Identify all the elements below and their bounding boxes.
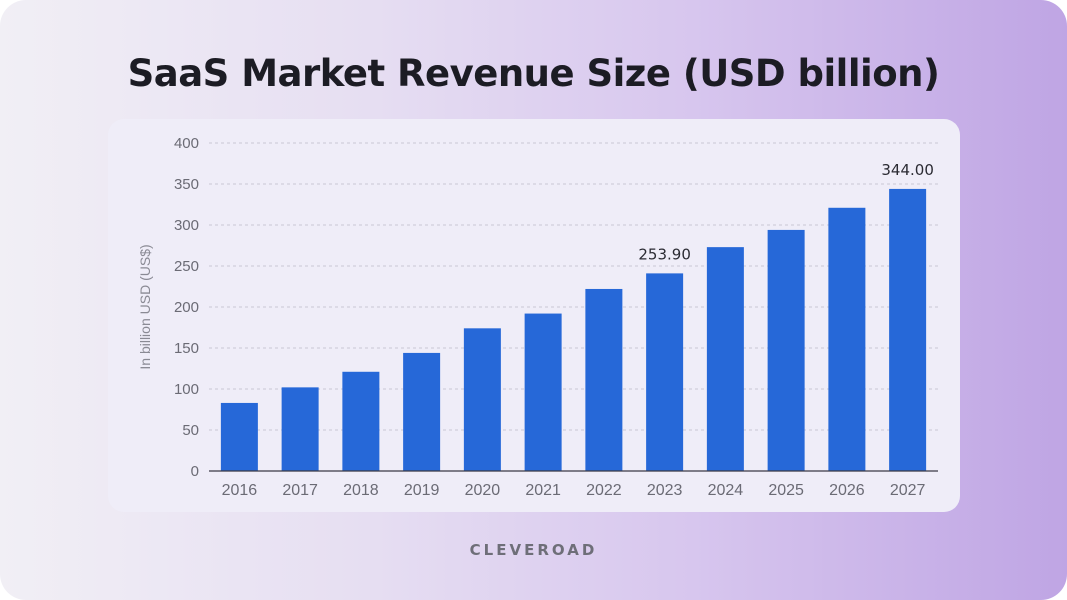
- y-tick-label: 300: [174, 217, 199, 234]
- y-axis-title: In billion USD (US$): [137, 244, 153, 369]
- y-tick-label: 400: [174, 135, 199, 152]
- bar-2018: [342, 371, 380, 471]
- x-tick-label: 2017: [282, 482, 318, 499]
- x-tick-label: 2020: [465, 482, 501, 499]
- brand-logo-text: CLEVEROAD: [469, 541, 598, 559]
- data-label-2027: 344.00: [881, 161, 934, 179]
- bar-2024: [706, 247, 744, 471]
- bar-2022: [585, 288, 623, 471]
- y-tick-label: 50: [182, 422, 199, 439]
- x-tick-label: 2016: [222, 482, 258, 499]
- bar-2023: [646, 273, 684, 471]
- bar-2016: [220, 402, 258, 471]
- bar-2021: [524, 313, 562, 471]
- y-tick-label: 150: [174, 340, 199, 357]
- bar-chart: 0 50 100 150 200 250 300 350 400 2016 2017 2018 2019…: [137, 135, 938, 499]
- x-tick-label: 2027: [890, 482, 926, 499]
- x-tick-label: 2018: [343, 482, 379, 499]
- y-tick-label: 350: [174, 176, 199, 193]
- bar-2020: [463, 328, 501, 471]
- x-tick-label: 2024: [708, 482, 744, 499]
- bar-2019: [403, 352, 441, 471]
- y-tick-label: 0: [191, 463, 199, 480]
- chart-panel: 0 50 100 150 200 250 300 350 400 2016 2017 2018 2019…: [108, 119, 960, 512]
- bar-2027: [889, 188, 927, 472]
- x-tick-label: 2019: [404, 482, 440, 499]
- bar-2017: [281, 387, 319, 471]
- bar-2025: [767, 229, 805, 471]
- y-tick-label: 100: [174, 381, 199, 398]
- x-tick-label: 2026: [829, 482, 865, 499]
- x-tick-label: 2021: [525, 482, 561, 499]
- x-tick-label: 2023: [647, 482, 683, 499]
- y-tick-label: 200: [174, 299, 199, 316]
- y-tick-label: 250: [174, 258, 199, 275]
- bar-2026: [828, 207, 866, 471]
- x-tick-label: 2022: [586, 482, 622, 499]
- x-tick-label: 2025: [768, 482, 804, 499]
- chart-title: SaaS Market Revenue Size (USD billion): [127, 52, 940, 95]
- data-label-2023: 253.90: [638, 245, 691, 263]
